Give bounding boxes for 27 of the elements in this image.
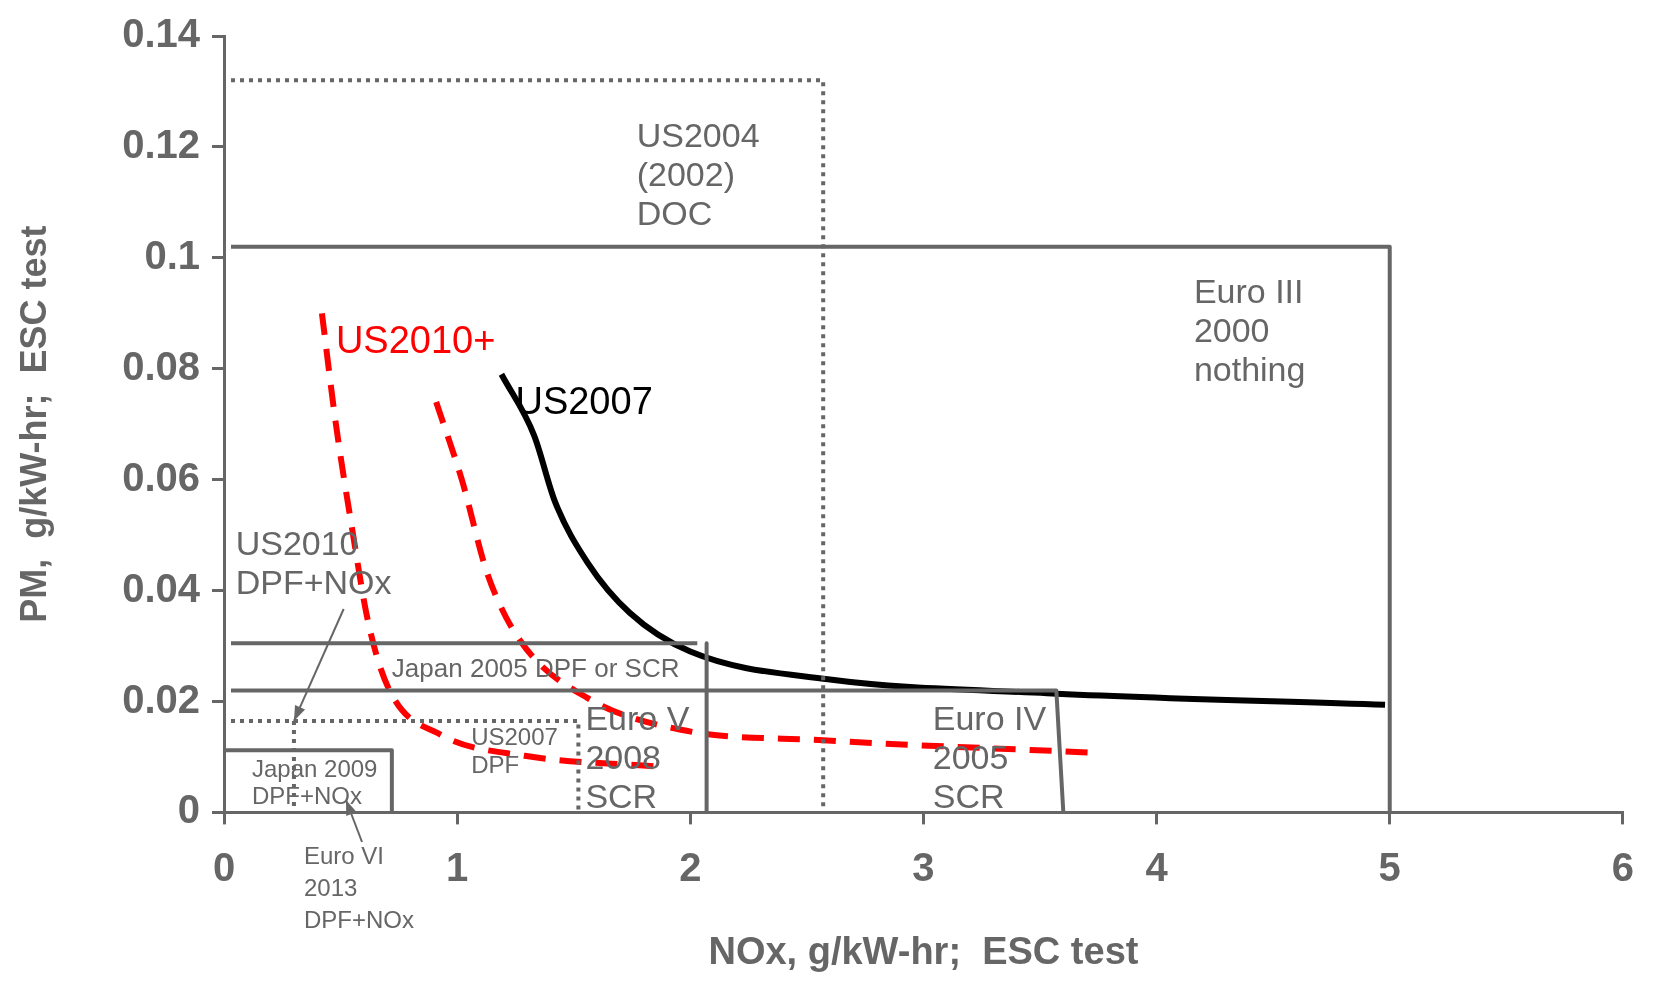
- annotation: US2007 DPF: [471, 723, 558, 778]
- series-label: US2010+: [335, 318, 496, 361]
- annotation: Euro IV 2005 SCR: [932, 699, 1047, 816]
- y-tick-label: 0.1: [144, 232, 200, 277]
- annotation: US2004 (2002) DOC: [636, 116, 760, 233]
- x-tick-label: 5: [1378, 845, 1401, 890]
- text: Euro VI 2013 DPF+NOx: [304, 841, 415, 935]
- x-tick-label: 2: [679, 845, 702, 890]
- y-tick-label: 0.12: [122, 121, 200, 166]
- y-tick-label: 0.08: [122, 343, 200, 388]
- x-tick-label: 4: [1145, 845, 1169, 890]
- y-tick-label: 0.06: [122, 454, 200, 499]
- y-axis-title: PM, g/kW-hr; ESC test: [12, 225, 54, 623]
- annotation: Euro III 2000 nothing: [1193, 272, 1306, 389]
- x-tick-label: 1: [446, 845, 469, 890]
- annotation: Japan 2009 DPF+NOx: [251, 754, 378, 810]
- annotation: Japan 2005 DPF or SCR: [391, 652, 680, 683]
- annotation: US2010 DPF+NOx: [235, 524, 392, 602]
- y-tick-label: 0: [177, 787, 200, 832]
- x-tick-label: 3: [912, 845, 935, 890]
- x-tick-label: 0: [212, 845, 236, 890]
- y-tick-label: 0.02: [122, 676, 200, 721]
- series-label: US2007: [515, 379, 653, 422]
- x-tick-label: 6: [1611, 845, 1634, 890]
- x-axis-title: NOx, g/kW-hr; ESC test: [708, 929, 1139, 972]
- y-tick-label: 0.04: [122, 565, 201, 610]
- y-tick-label: 0.14: [122, 11, 201, 56]
